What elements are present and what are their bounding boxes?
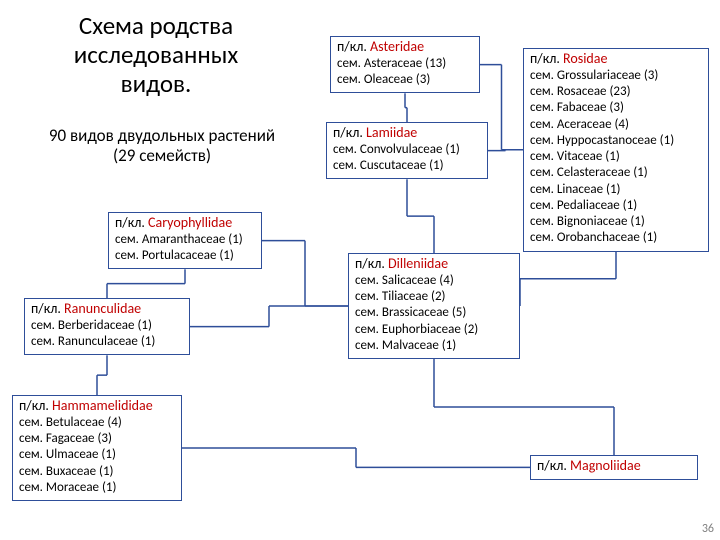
family-line: сем. Berberidaceae (1) [31, 318, 183, 334]
node-title: п/кл. Hammamelididae [19, 398, 175, 415]
node-lamiidae: п/кл. Lamiidaeсем. Convolvulaceae (1)сем… [326, 122, 488, 179]
family-line: сем. Celasteraceae (1) [530, 165, 702, 181]
family-line: сем. Vitaceae (1) [530, 149, 702, 165]
node-asteridae: п/кл. Asteridaeсем. Asteraceae (13)сем. … [330, 36, 480, 93]
node-title: п/кл. Asteridae [337, 39, 473, 56]
family-line: сем. Linaceae (1) [530, 182, 702, 198]
family-line: сем. Rosaceae (23) [530, 84, 702, 100]
node-title: п/кл. Dilleniidae [355, 256, 513, 273]
family-line: сем. Buxaceae (1) [19, 464, 175, 480]
node-title: п/кл. Magnoliidae [537, 458, 691, 475]
family-line: сем. Ulmaceae (1) [19, 447, 175, 463]
subtitle-line: (29 семейств) [12, 146, 312, 166]
family-line: сем. Moraceae (1) [19, 480, 175, 496]
family-line: сем. Portulacaceae (1) [115, 248, 255, 264]
node-title: п/кл. Lamiidae [333, 125, 481, 142]
family-line: сем. Oleaceae (3) [337, 72, 473, 88]
node-magnoliidae: п/кл. Magnoliidae [530, 455, 698, 480]
node-ranunculidae: п/кл. Ranunculidaeсем. Berberidaceae (1)… [24, 298, 190, 355]
family-line: сем. Aceraceae (4) [530, 117, 702, 133]
family-line: сем. Salicaceae (4) [355, 273, 513, 289]
family-line: сем. Euphorbiaceae (2) [355, 322, 513, 338]
diagram-title: Схема родства исследованных видов. [26, 12, 286, 98]
title-line: исследованных [26, 41, 286, 70]
family-line: сем. Grossulariaceae (3) [530, 68, 702, 84]
node-title: п/кл. Rosidae [530, 51, 702, 68]
node-caryophyllidae: п/кл. Caryophyllidaeсем. Amaranthaceae (… [108, 212, 262, 269]
slide-number: 36 [702, 522, 714, 536]
family-line: сем. Orobanchaceae (1) [530, 230, 702, 246]
node-hammamelididae: п/кл. Hammamelididaeсем. Betulaceae (4)с… [12, 395, 182, 501]
node-title: п/кл. Caryophyllidae [115, 215, 255, 232]
family-line: сем. Cuscutaceae (1) [333, 158, 481, 174]
title-line: видов. [26, 70, 286, 99]
family-line: сем. Convolvulaceae (1) [333, 142, 481, 158]
family-line: сем. Ranunculaceae (1) [31, 334, 183, 350]
node-dilleniidae: п/кл. Dilleniidaeсем. Salicaceae (4)сем.… [348, 253, 520, 359]
node-rosidae: п/кл. Rosidaeсем. Grossulariaceae (3)сем… [523, 48, 709, 252]
title-line: Схема родства [26, 12, 286, 41]
family-line: сем. Amaranthaceae (1) [115, 232, 255, 248]
family-line: сем. Tiliaceae (2) [355, 289, 513, 305]
family-line: сем. Betulaceae (4) [19, 415, 175, 431]
family-line: сем. Brassicaceae (5) [355, 305, 513, 321]
node-title: п/кл. Ranunculidae [31, 301, 183, 318]
family-line: сем. Bignoniaceae (1) [530, 214, 702, 230]
family-line: сем. Fabaceae (3) [530, 100, 702, 116]
family-line: сем. Pedaliaceae (1) [530, 198, 702, 214]
subtitle-line: 90 видов двудольных растений [12, 126, 312, 146]
family-line: сем. Fagaceae (3) [19, 431, 175, 447]
family-line: сем. Malvaceae (1) [355, 338, 513, 354]
diagram-subtitle: 90 видов двудольных растений (29 семейст… [12, 126, 312, 167]
family-line: сем. Asteraceae (13) [337, 56, 473, 72]
family-line: сем. Hyppocastanoceae (1) [530, 133, 702, 149]
